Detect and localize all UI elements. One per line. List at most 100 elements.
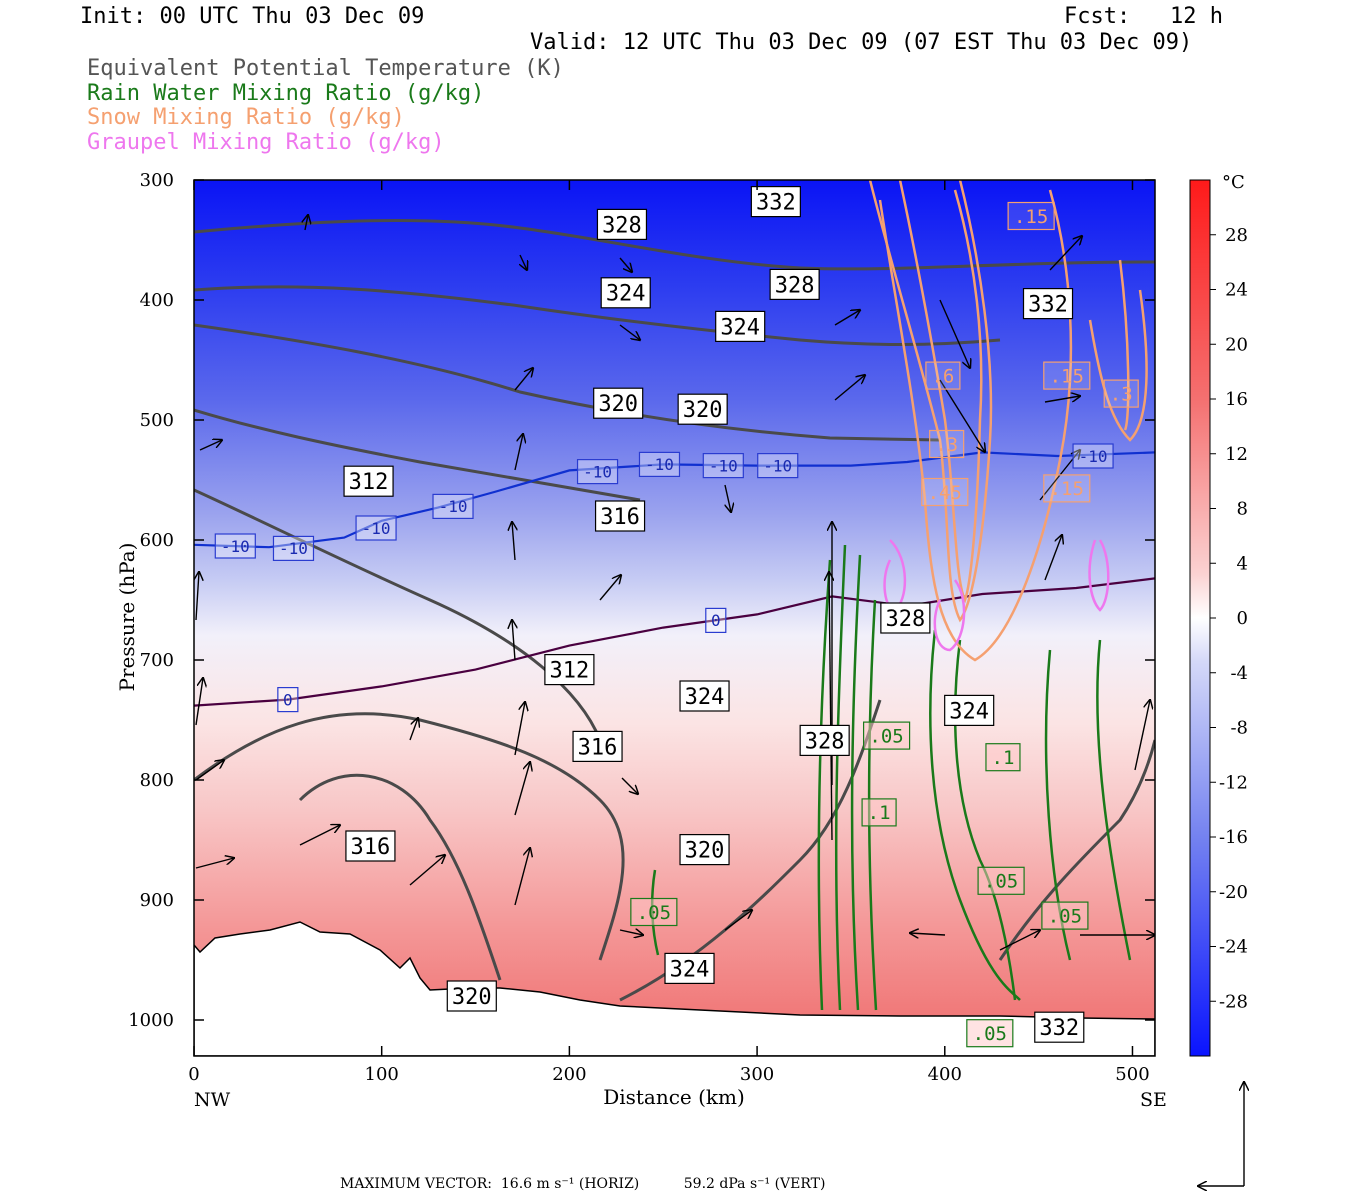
y-tick-label: 1000 bbox=[128, 1010, 174, 1031]
x-tick-label: 300 bbox=[740, 1064, 774, 1085]
x-axis: 0 100 200 300 400 500 bbox=[188, 180, 1150, 1085]
rain-label: .05 bbox=[869, 725, 903, 747]
theta-e-label-box bbox=[769, 268, 820, 300]
y-tick-label: 700 bbox=[140, 650, 174, 671]
rain-label-box bbox=[985, 743, 1021, 772]
field-label-graupel: Graupel Mixing Ratio (g/kg) bbox=[87, 130, 445, 155]
snow-label-box bbox=[921, 477, 969, 507]
theta-e-label: 324 bbox=[685, 685, 725, 710]
snow-label: .3 bbox=[1110, 383, 1133, 405]
x-tick-label: 100 bbox=[365, 1064, 399, 1085]
isotherm-label: -10 bbox=[221, 537, 250, 556]
colorbar-ticks: 28 24 20 16 12 8 4 0 -4 -8 -12 -16 -20 -24 -28 bbox=[1210, 225, 1248, 1012]
isotherm-label: -10 bbox=[709, 456, 738, 475]
x-axis-label: Distance (km) bbox=[603, 1085, 745, 1109]
snow-label-box bbox=[1103, 379, 1139, 408]
colorbar-tick-label: -8 bbox=[1230, 718, 1248, 739]
theta-e-label-box bbox=[593, 387, 644, 419]
isotherm-label: -10 bbox=[279, 539, 308, 558]
field-label-theta-e: Equivalent Potential Temperature (K) bbox=[87, 56, 564, 81]
theta-e-label: 320 bbox=[452, 985, 492, 1010]
theta-e-label: 316 bbox=[351, 835, 391, 860]
theta-e-label: 328 bbox=[602, 213, 642, 238]
isotherm-label: -10 bbox=[583, 462, 612, 481]
theta-e-label-box bbox=[679, 680, 730, 712]
theta-e-label: 328 bbox=[775, 273, 815, 298]
rain-label-box bbox=[966, 1019, 1014, 1048]
x-endpoint-right: SE bbox=[1140, 1089, 1167, 1111]
y-axis-label: Pressure (hPa) bbox=[115, 543, 139, 692]
snow-label: .3 bbox=[935, 434, 958, 456]
colorbar-tick-label: 0 bbox=[1237, 608, 1248, 629]
theta-e-label-box bbox=[1034, 1011, 1085, 1043]
colorbar-tick-label: 28 bbox=[1225, 225, 1248, 246]
rain-label: .05 bbox=[1048, 905, 1082, 927]
y-tick-label: 400 bbox=[140, 290, 174, 311]
snow-label-box bbox=[1043, 474, 1091, 503]
theta-e-label: 324 bbox=[670, 957, 710, 982]
isotherm-line bbox=[194, 451, 1155, 549]
rain-label-box bbox=[862, 721, 911, 750]
x-tick-label: 400 bbox=[928, 1064, 962, 1085]
theta-e-label-box bbox=[345, 830, 396, 862]
snow-label-box bbox=[1043, 361, 1091, 390]
isotherm-label: -10 bbox=[763, 456, 792, 475]
snow-label: .15 bbox=[1014, 206, 1048, 228]
theta-e-label-box bbox=[664, 952, 715, 985]
theta-e-label-box bbox=[679, 833, 730, 866]
rain-label-box bbox=[1041, 901, 1089, 930]
theta-e-label: 332 bbox=[1028, 293, 1068, 318]
theta-e-label: 328 bbox=[885, 607, 925, 632]
plot-frame bbox=[193, 179, 1156, 1057]
theta-e-label-box bbox=[600, 277, 651, 309]
x-tick-label: 0 bbox=[188, 1064, 199, 1085]
rain-labels: .05 .1 .1 .05 .05 .05 .05 bbox=[630, 721, 1089, 1048]
snow-label: .6 bbox=[931, 365, 954, 387]
theta-e-contours bbox=[194, 218, 1155, 1002]
field-label-snow: Snow Mixing Ratio (g/kg) bbox=[87, 105, 405, 130]
theta-e-label: 324 bbox=[949, 699, 989, 724]
theta-e-label: 320 bbox=[598, 392, 638, 417]
isotherm-label-box bbox=[432, 493, 474, 519]
isotherm-label-box bbox=[705, 607, 727, 634]
theta-e-label: 312 bbox=[349, 470, 389, 495]
rain-contours bbox=[650, 544, 1132, 1011]
theta-e-label-box bbox=[799, 724, 850, 757]
plot-layer: 332 328 328 324 332 324 320 320 312 316 328 312 324 3… bbox=[194, 180, 1155, 1056]
isotherm-label: 0 bbox=[283, 690, 293, 709]
rain-label-box bbox=[630, 897, 678, 927]
isotherm-label-box bbox=[576, 459, 619, 485]
init-time: Init: 00 UTC Thu 03 Dec 09 bbox=[80, 4, 425, 29]
snow-label: .45 bbox=[928, 482, 962, 504]
theta-e-label-box bbox=[944, 694, 995, 727]
y-tick-label: 800 bbox=[140, 770, 174, 791]
wind-vectors bbox=[196, 215, 1155, 951]
theta-e-label: 328 bbox=[805, 729, 845, 754]
colorbar-tick-label: 8 bbox=[1237, 499, 1248, 520]
theta-e-label-box bbox=[572, 730, 623, 763]
theta-e-label-box bbox=[343, 465, 394, 497]
snow-label-box bbox=[1007, 201, 1055, 231]
snow-label-box bbox=[929, 429, 965, 459]
colorbar-tick-label: 24 bbox=[1225, 280, 1248, 301]
isotherm-label: -10 bbox=[645, 455, 674, 474]
colorbar-tick-label: -16 bbox=[1219, 827, 1248, 848]
colorbar-unit: °C bbox=[1222, 172, 1245, 193]
theta-e-label-box bbox=[596, 208, 648, 240]
isotherm-label: 0 bbox=[711, 611, 721, 630]
theta-e-label-box bbox=[594, 500, 646, 532]
isotherms bbox=[194, 451, 1155, 707]
theta-e-labels: 332 328 328 324 332 324 320 320 312 316 328 312 324 3… bbox=[343, 186, 1085, 1043]
isotherm-label-box bbox=[702, 453, 744, 479]
theta-e-label-box bbox=[446, 980, 497, 1012]
field-label-rain: Rain Water Mixing Ratio (g/kg) bbox=[87, 81, 485, 106]
isotherm-labels: -10 -10 -10 -10 -10 -10 -10 -10 -10 0 0 bbox=[214, 443, 1114, 713]
rain-label-box bbox=[977, 866, 1025, 895]
isotherm-label-box bbox=[272, 535, 315, 562]
isotherm-label: -10 bbox=[362, 519, 391, 538]
theta-e-label-box bbox=[544, 653, 595, 686]
rain-label: .05 bbox=[637, 902, 671, 924]
isotherm-label-box bbox=[757, 453, 799, 479]
theta-e-label: 320 bbox=[683, 398, 723, 423]
